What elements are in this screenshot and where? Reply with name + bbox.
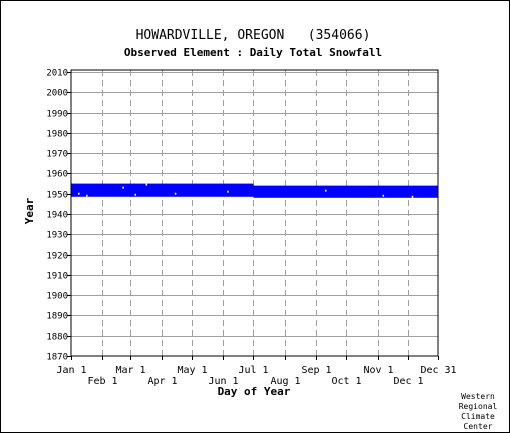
data-layer xyxy=(71,183,438,198)
y-tick-label-1990: 1990 xyxy=(46,110,68,120)
credit-line-1: Western xyxy=(461,392,495,401)
credit-line-2: Regional xyxy=(459,402,498,411)
y-tick-label-1870: 1870 xyxy=(46,353,68,363)
x-axis-label: Day of Year xyxy=(218,385,291,398)
y-tick-label-1880: 1880 xyxy=(46,333,68,343)
y-tick-label-1900: 1900 xyxy=(46,292,68,302)
x-tick-label-dec-1: Dec 1 xyxy=(393,376,423,387)
missing-day-3 xyxy=(122,186,124,189)
missing-day-7 xyxy=(227,190,229,193)
data-block-2 xyxy=(253,185,438,198)
x-tick-label-jan-1: Jan 1 xyxy=(56,365,86,376)
x-tick-label-feb-1: Feb 1 xyxy=(87,376,117,387)
missing-day-2 xyxy=(86,194,88,197)
chart-title: HOWARDVILLE, OREGON (354066) xyxy=(136,28,371,43)
x-tick-label-mar-1: Mar 1 xyxy=(115,365,145,376)
missing-day-9 xyxy=(382,194,385,197)
y-tick-label-1890: 1890 xyxy=(46,312,68,322)
missing-day-1 xyxy=(78,192,80,195)
x-tick-label-apr-1: Apr 1 xyxy=(147,376,177,387)
missing-day-4 xyxy=(134,193,137,196)
y-tick-label-2000: 2000 xyxy=(46,89,68,99)
credit-line-3: Climate xyxy=(461,412,495,421)
y-tick-label-2010: 2010 xyxy=(46,69,68,79)
missing-day-5 xyxy=(145,183,148,186)
x-tick-label-nov-1: Nov 1 xyxy=(363,365,393,376)
x-axis-ticks: Jan 1 Mar 1 May 1 Jul 1 Sep 1 Nov 1 Dec 31 Feb … xyxy=(56,356,457,387)
chart-subtitle: Observed Element : Daily Total Snowfall xyxy=(124,46,382,59)
y-tick-label-1960: 1960 xyxy=(46,170,68,180)
y-tick-label-1980: 1980 xyxy=(46,130,68,140)
credit-block: Western Regional Climate Center xyxy=(459,392,498,431)
y-tick-label-1940: 1940 xyxy=(46,211,68,221)
credit-line-4: Center xyxy=(464,422,493,431)
x-tick-label-jun-1: Jun 1 xyxy=(208,376,238,387)
x-tick-label-jul-1: Jul 1 xyxy=(238,365,268,376)
missing-day-6 xyxy=(174,192,177,195)
x-tick-label-oct-1: Oct 1 xyxy=(331,376,361,387)
y-axis-label: Year xyxy=(23,197,36,224)
x-tick-label-may-1: May 1 xyxy=(177,365,207,376)
y-tick-label-1930: 1930 xyxy=(46,231,68,241)
missing-day-8 xyxy=(325,189,327,192)
plot-area-border xyxy=(70,69,439,357)
x-tick-label-dec-31: Dec 31 xyxy=(420,365,456,376)
y-tick-label-1920: 1920 xyxy=(46,252,68,262)
data-block-1 xyxy=(71,183,254,197)
x-tick-label-aug-1: Aug 1 xyxy=(270,376,300,387)
y-tick-label-1970: 1970 xyxy=(46,150,68,160)
y-tick-label-1910: 1910 xyxy=(46,272,68,282)
x-tick-label-sep-1: Sep 1 xyxy=(301,365,331,376)
missing-day-10 xyxy=(411,195,414,198)
grid xyxy=(71,70,438,356)
y-tick-label-1950: 1950 xyxy=(46,191,68,201)
y-axis-ticks: 1870 1880 1890 1900 1910 1920 1930 1940 1950 1960… xyxy=(46,69,71,363)
